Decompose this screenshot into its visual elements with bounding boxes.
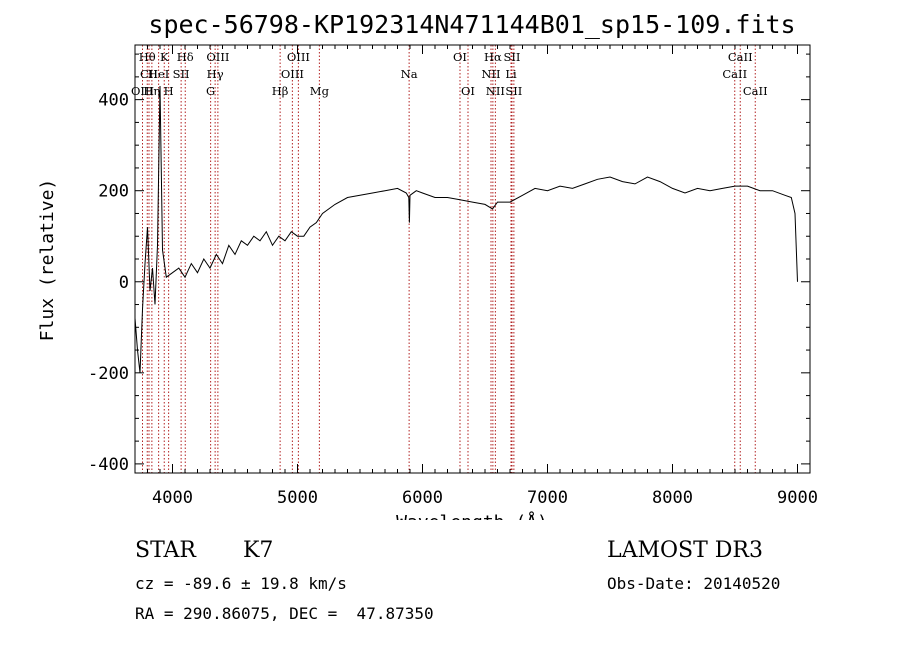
x-tick-label-5: 9000	[777, 488, 818, 508]
line-label-0: Hθ	[139, 50, 156, 64]
line-label-23: SII	[504, 50, 521, 64]
line-label-1: CII	[140, 67, 158, 81]
line-label-11: G	[206, 84, 215, 98]
line-label-26: CaII	[728, 50, 753, 64]
flux-series-line	[134, 85, 798, 373]
x-tick-label-3: 7000	[527, 488, 568, 508]
x-tick-label-0: 4000	[152, 488, 193, 508]
line-label-27: CaII	[743, 84, 768, 98]
line-label-14: OIII	[287, 50, 310, 64]
x-tick-label-4: 8000	[652, 488, 693, 508]
plot-frame	[134, 44, 811, 474]
line-label-24: SII	[505, 84, 522, 98]
line-label-19: NII	[481, 67, 500, 81]
line-label-5: K	[160, 50, 169, 64]
line-label-21: NII	[486, 84, 505, 98]
y-axis-label: Flux (relative)	[37, 179, 58, 342]
line-label-8: SII	[173, 67, 190, 81]
line-markers	[142, 45, 756, 473]
observation-date: Obs-Date: 20140520	[607, 574, 781, 593]
line-label-20: Hα	[484, 50, 502, 64]
y-axis-ticks: -400 -200 0 200 400	[88, 53, 810, 475]
line-label-6: H	[164, 84, 174, 98]
line-label-15: Mg	[310, 84, 330, 98]
line-label-16: Na	[401, 67, 418, 81]
line-label-18: OI	[461, 84, 475, 98]
y-tick-label-4: 400	[98, 91, 129, 111]
line-label-17: OI	[453, 50, 467, 64]
line-label-10: Hγ	[207, 67, 224, 81]
y-tick-label-3: 200	[98, 182, 129, 202]
line-label-25: CaII	[722, 67, 747, 81]
line-label-13: OIII	[281, 67, 304, 81]
line-label-7: Hδ	[177, 50, 194, 64]
y-tick-label-2: 0	[119, 273, 129, 293]
line-label-22: Li	[505, 67, 517, 81]
y-tick-label-1: -200	[88, 364, 129, 384]
line-label-9: OIII	[206, 50, 229, 64]
x-tick-label-1: 5000	[277, 488, 318, 508]
x-axis-ticks: 4000 5000 6000 7000 8000 9000	[134, 45, 818, 508]
line-label-3: Hη	[143, 84, 160, 98]
coordinates: RA = 290.86075, DEC = 47.87350	[135, 604, 434, 623]
chart-title: spec-56798-KP192314N471144B01_sp15-109.f…	[148, 10, 795, 39]
object-subclass: K7	[243, 538, 274, 563]
x-tick-label-2: 6000	[402, 488, 443, 508]
line-label-2: OIII	[131, 84, 154, 98]
y-tick-label-0: -400	[88, 455, 129, 475]
line-label-12: Hβ	[272, 84, 289, 98]
object-class: STAR	[135, 538, 196, 563]
redshift-velocity: cz = -89.6 ± 19.8 km/s	[135, 574, 347, 593]
line-label-4: HeI	[148, 67, 169, 81]
survey-name: LAMOST DR3	[607, 538, 763, 563]
x-axis-label: Wavelength (Å)	[396, 511, 548, 520]
